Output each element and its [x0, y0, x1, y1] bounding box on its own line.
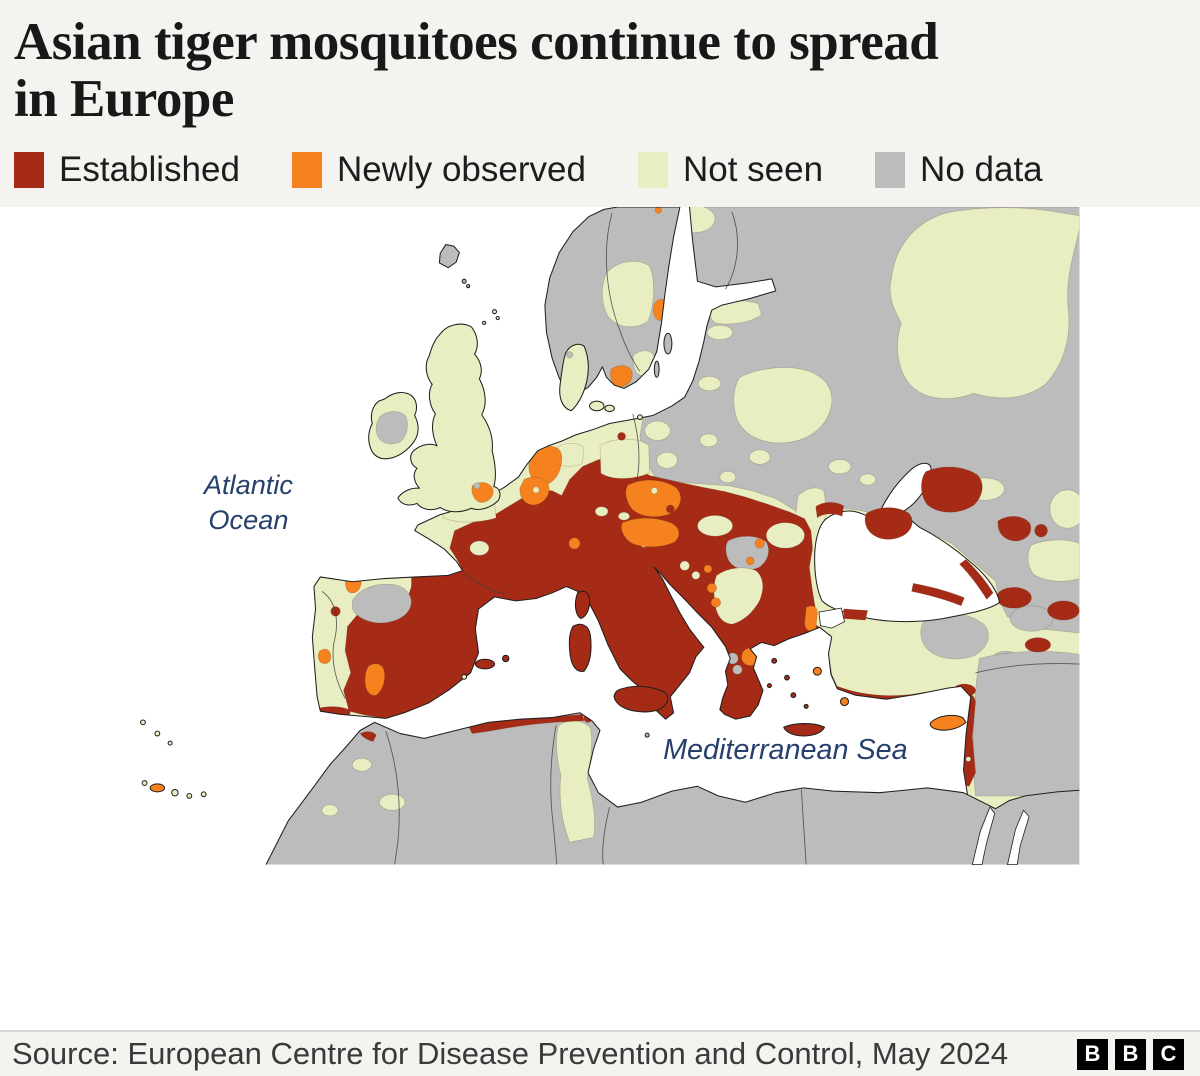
island-canary-newly-observed — [149, 783, 166, 793]
island-rhodes — [839, 697, 850, 707]
bbc-logo-letter: B — [1077, 1038, 1108, 1070]
red-sea-gulfs — [971, 806, 1030, 866]
africa-base-no-data — [266, 712, 1080, 865]
region-crimea — [864, 507, 913, 540]
region-tunisia — [556, 720, 595, 843]
legend-swatch-no-data — [875, 152, 906, 189]
island-sardinia — [568, 623, 592, 672]
island-crete — [783, 723, 826, 737]
island-ibiza — [461, 673, 468, 680]
bbc-logo: B B C — [1077, 1038, 1184, 1070]
footer: Source: European Centre for Disease Prev… — [0, 1030, 1200, 1076]
island-menorca — [501, 654, 510, 663]
bbc-logo-letter: C — [1153, 1038, 1184, 1070]
header: Asian tiger mosquitoes continue to sprea… — [0, 0, 1200, 207]
africa-coastline — [265, 712, 1080, 865]
mainland-coastline — [311, 207, 973, 865]
legend: Established Newly observed Not seen No d… — [14, 150, 1184, 190]
mediterranean-islands — [461, 590, 967, 738]
legend-label-no-data: No data — [920, 150, 1043, 190]
landmass-north-africa — [266, 712, 1080, 865]
country-borders — [321, 211, 1080, 865]
region-turkish-thrace — [804, 605, 818, 632]
legend-item-established: Established — [14, 150, 240, 190]
title-line-1: Asian tiger mosquitoes continue to sprea… — [14, 13, 939, 71]
legend-label-newly-observed: Newly observed — [336, 150, 586, 190]
bbc-logo-letter: B — [1115, 1038, 1146, 1070]
legend-swatch-established — [14, 152, 44, 189]
island-sicily — [613, 685, 669, 713]
legend-swatch-newly-observed — [291, 152, 322, 189]
region-london — [473, 482, 481, 490]
title-line-2: in Europe — [14, 70, 234, 129]
norway-sweden-border — [605, 213, 641, 372]
britain-coastline — [397, 323, 501, 513]
legend-item-no-data: No data — [875, 150, 1043, 190]
baltic-islands — [653, 332, 673, 378]
mediterranean-sea-label: Mediterranean Sea — [663, 734, 908, 766]
source-attribution: Source: European Centre for Disease Prev… — [12, 1036, 1009, 1071]
scandinavia-coastline — [544, 207, 681, 394]
island-corsica — [574, 590, 591, 620]
legend-label-established: Established — [59, 150, 240, 190]
map-svg: Atlantic Ocean Mediterranean Sea — [120, 207, 1080, 866]
not-seen-patches-west — [441, 438, 805, 625]
atlantic-ocean-label: Atlantic Ocean — [202, 469, 293, 535]
landmass-denmark — [559, 343, 643, 421]
page-title: Asian tiger mosquitoes continue to sprea… — [14, 13, 1184, 129]
black-sea — [814, 462, 1048, 623]
ireland-coastline — [368, 392, 419, 460]
europe-choropleth-map: Atlantic Ocean Mediterranean Sea — [0, 207, 1200, 1030]
island-cyprus — [929, 714, 967, 731]
legend-item-not-seen: Not seen — [637, 150, 824, 190]
atlantic-islands — [140, 719, 207, 799]
legend-item-newly-observed: Newly observed — [291, 150, 586, 190]
region-central-ireland — [375, 411, 408, 445]
island-malta — [644, 732, 650, 738]
sea-of-marmara-water — [818, 607, 845, 629]
island-mallorca — [474, 658, 496, 670]
legend-label-not-seen: Not seen — [682, 150, 824, 190]
legend-swatch-not-seen — [637, 152, 668, 189]
north-atlantic-islands — [438, 244, 500, 325]
